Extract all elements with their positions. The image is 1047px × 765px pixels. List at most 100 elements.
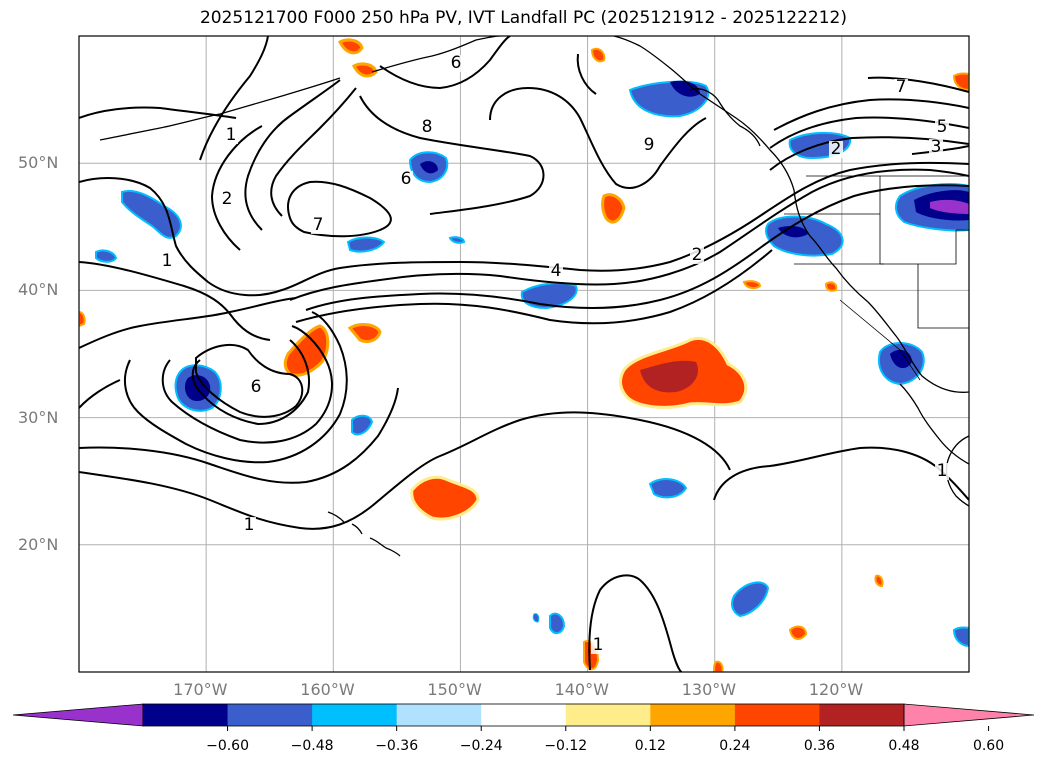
contour-label-bg: [929, 139, 943, 156]
positive-anomaly-blob: [788, 625, 808, 640]
contour-label-bg: [935, 463, 949, 480]
negative-anomaly-core: [890, 349, 912, 369]
colorbar-segment: [734, 704, 820, 726]
contour-label: 1: [593, 635, 604, 655]
positive-anomaly-blob: [824, 281, 838, 292]
contour-label: 1: [226, 125, 237, 145]
contour-label-bg: [224, 127, 238, 144]
lon-tick-label: 170°W: [173, 680, 228, 699]
colorbar-tick-label: 0.12: [634, 738, 666, 754]
contour-label-bg: [591, 637, 605, 654]
positive-anomaly-blob: [601, 193, 626, 224]
negative-anomaly-blob: [648, 478, 688, 499]
colorbar-tick-label: −0.36: [375, 738, 419, 754]
aleutian-islands: [99, 77, 341, 141]
shaded-anomalies: [79, 38, 969, 672]
colorbar-extend-max: [903, 703, 1035, 727]
positive-anomaly-blob: [79, 310, 86, 328]
contour-label: 1: [162, 251, 173, 271]
positive-anomaly-blob: [590, 47, 606, 63]
positive-anomaly-blob: [410, 475, 480, 521]
coastlines: [99, 36, 969, 557]
contour-label: 3: [931, 137, 942, 157]
pv-contour: [576, 53, 597, 95]
negative-anomaly-blob: [549, 612, 566, 634]
lon-tick-label: 150°W: [427, 680, 482, 699]
positive-anomaly-blob: [337, 38, 364, 55]
pv-contour-8: [359, 95, 545, 215]
pv-contour: [79, 161, 969, 297]
lat-tick-label: 40°N: [18, 280, 59, 300]
colorbar-segment: [312, 704, 398, 726]
colorbar-segment: [396, 704, 482, 726]
pv-contour: [270, 87, 357, 217]
negative-anomaly-blob: [952, 626, 969, 648]
pv-contour: [123, 311, 348, 464]
negative-anomaly-core: [778, 226, 808, 238]
lat-tick-label: 50°N: [18, 153, 59, 173]
lon-tick-label: 120°W: [808, 680, 864, 699]
negative-anomaly-blob: [765, 215, 844, 257]
pv-contour-7: [287, 180, 392, 238]
contour-label-bg: [642, 137, 656, 154]
contour-label-bg: [935, 119, 949, 136]
political-borders: [784, 175, 969, 381]
lat-tick-label: 30°N: [18, 407, 59, 427]
contour-label: 1: [937, 461, 948, 481]
contour-label: 7: [313, 215, 324, 235]
contour-label: 9: [644, 135, 655, 155]
positive-anomaly-blob: [952, 72, 969, 92]
colorbar-extend-min: [12, 703, 144, 727]
hawaiian-islands: [327, 511, 401, 557]
pv-contour: [379, 36, 511, 90]
positive-anomaly-blob: [351, 62, 378, 78]
pv-contour-9: [489, 86, 707, 189]
pv-contour: [289, 168, 969, 301]
colorbar-tick-label: 0.60: [972, 738, 1005, 754]
colorbar-segment: [565, 704, 651, 726]
negative-anomaly-blob: [121, 190, 182, 239]
pv-contour: [79, 379, 121, 409]
pv-contour: [79, 387, 399, 484]
colorbar-outline: [142, 703, 905, 727]
pv-contour: [191, 339, 310, 426]
contour-label-bg: [249, 379, 263, 396]
pv-contour: [79, 106, 237, 119]
pv-contour: [199, 36, 269, 161]
pv-contour: [79, 411, 731, 530]
negative-anomaly-blob: [532, 613, 540, 623]
contour-label-bg: [829, 141, 843, 158]
colorbar-tick-label: 0.24: [719, 738, 751, 754]
contour-label: 6: [401, 169, 412, 189]
contour-label: 4: [551, 261, 562, 281]
negative-anomaly-blob: [346, 236, 386, 253]
negative-anomaly-core: [670, 80, 700, 97]
positive-anomaly-blob: [347, 323, 382, 344]
colorbar-tick-label: −0.12: [544, 738, 588, 754]
negative-anomaly-blob: [448, 236, 466, 244]
colorbar-segment: [143, 704, 229, 726]
pv-contour: [79, 261, 271, 341]
contour-label: 7: [896, 77, 907, 97]
contour-label-bg: [160, 253, 174, 270]
pv-contour: [244, 79, 341, 231]
contour-label-bg: [242, 517, 256, 534]
pv-contour: [295, 249, 773, 325]
negative-anomaly-blob: [95, 249, 118, 263]
colorbar-segment: [819, 704, 905, 726]
contour-label-bg: [399, 171, 413, 188]
north-america-coastline: [613, 36, 969, 393]
pv-contour-7: [867, 76, 969, 93]
colorbar-tick-label: 0.36: [803, 738, 836, 754]
map-frame: [78, 35, 970, 673]
lon-tick-label: 160°W: [300, 680, 355, 699]
positive-anomaly-core: [640, 360, 698, 393]
positive-anomaly-blob: [874, 574, 884, 588]
positive-anomaly-blob: [742, 280, 762, 290]
contour-label-bg: [449, 55, 463, 72]
contour-label: 1: [244, 515, 255, 535]
alaska-peninsula-coastline: [371, 36, 501, 73]
pv-contour: [773, 98, 969, 131]
positive-anomaly-blob: [283, 324, 330, 377]
contour-label: 8: [422, 117, 433, 137]
